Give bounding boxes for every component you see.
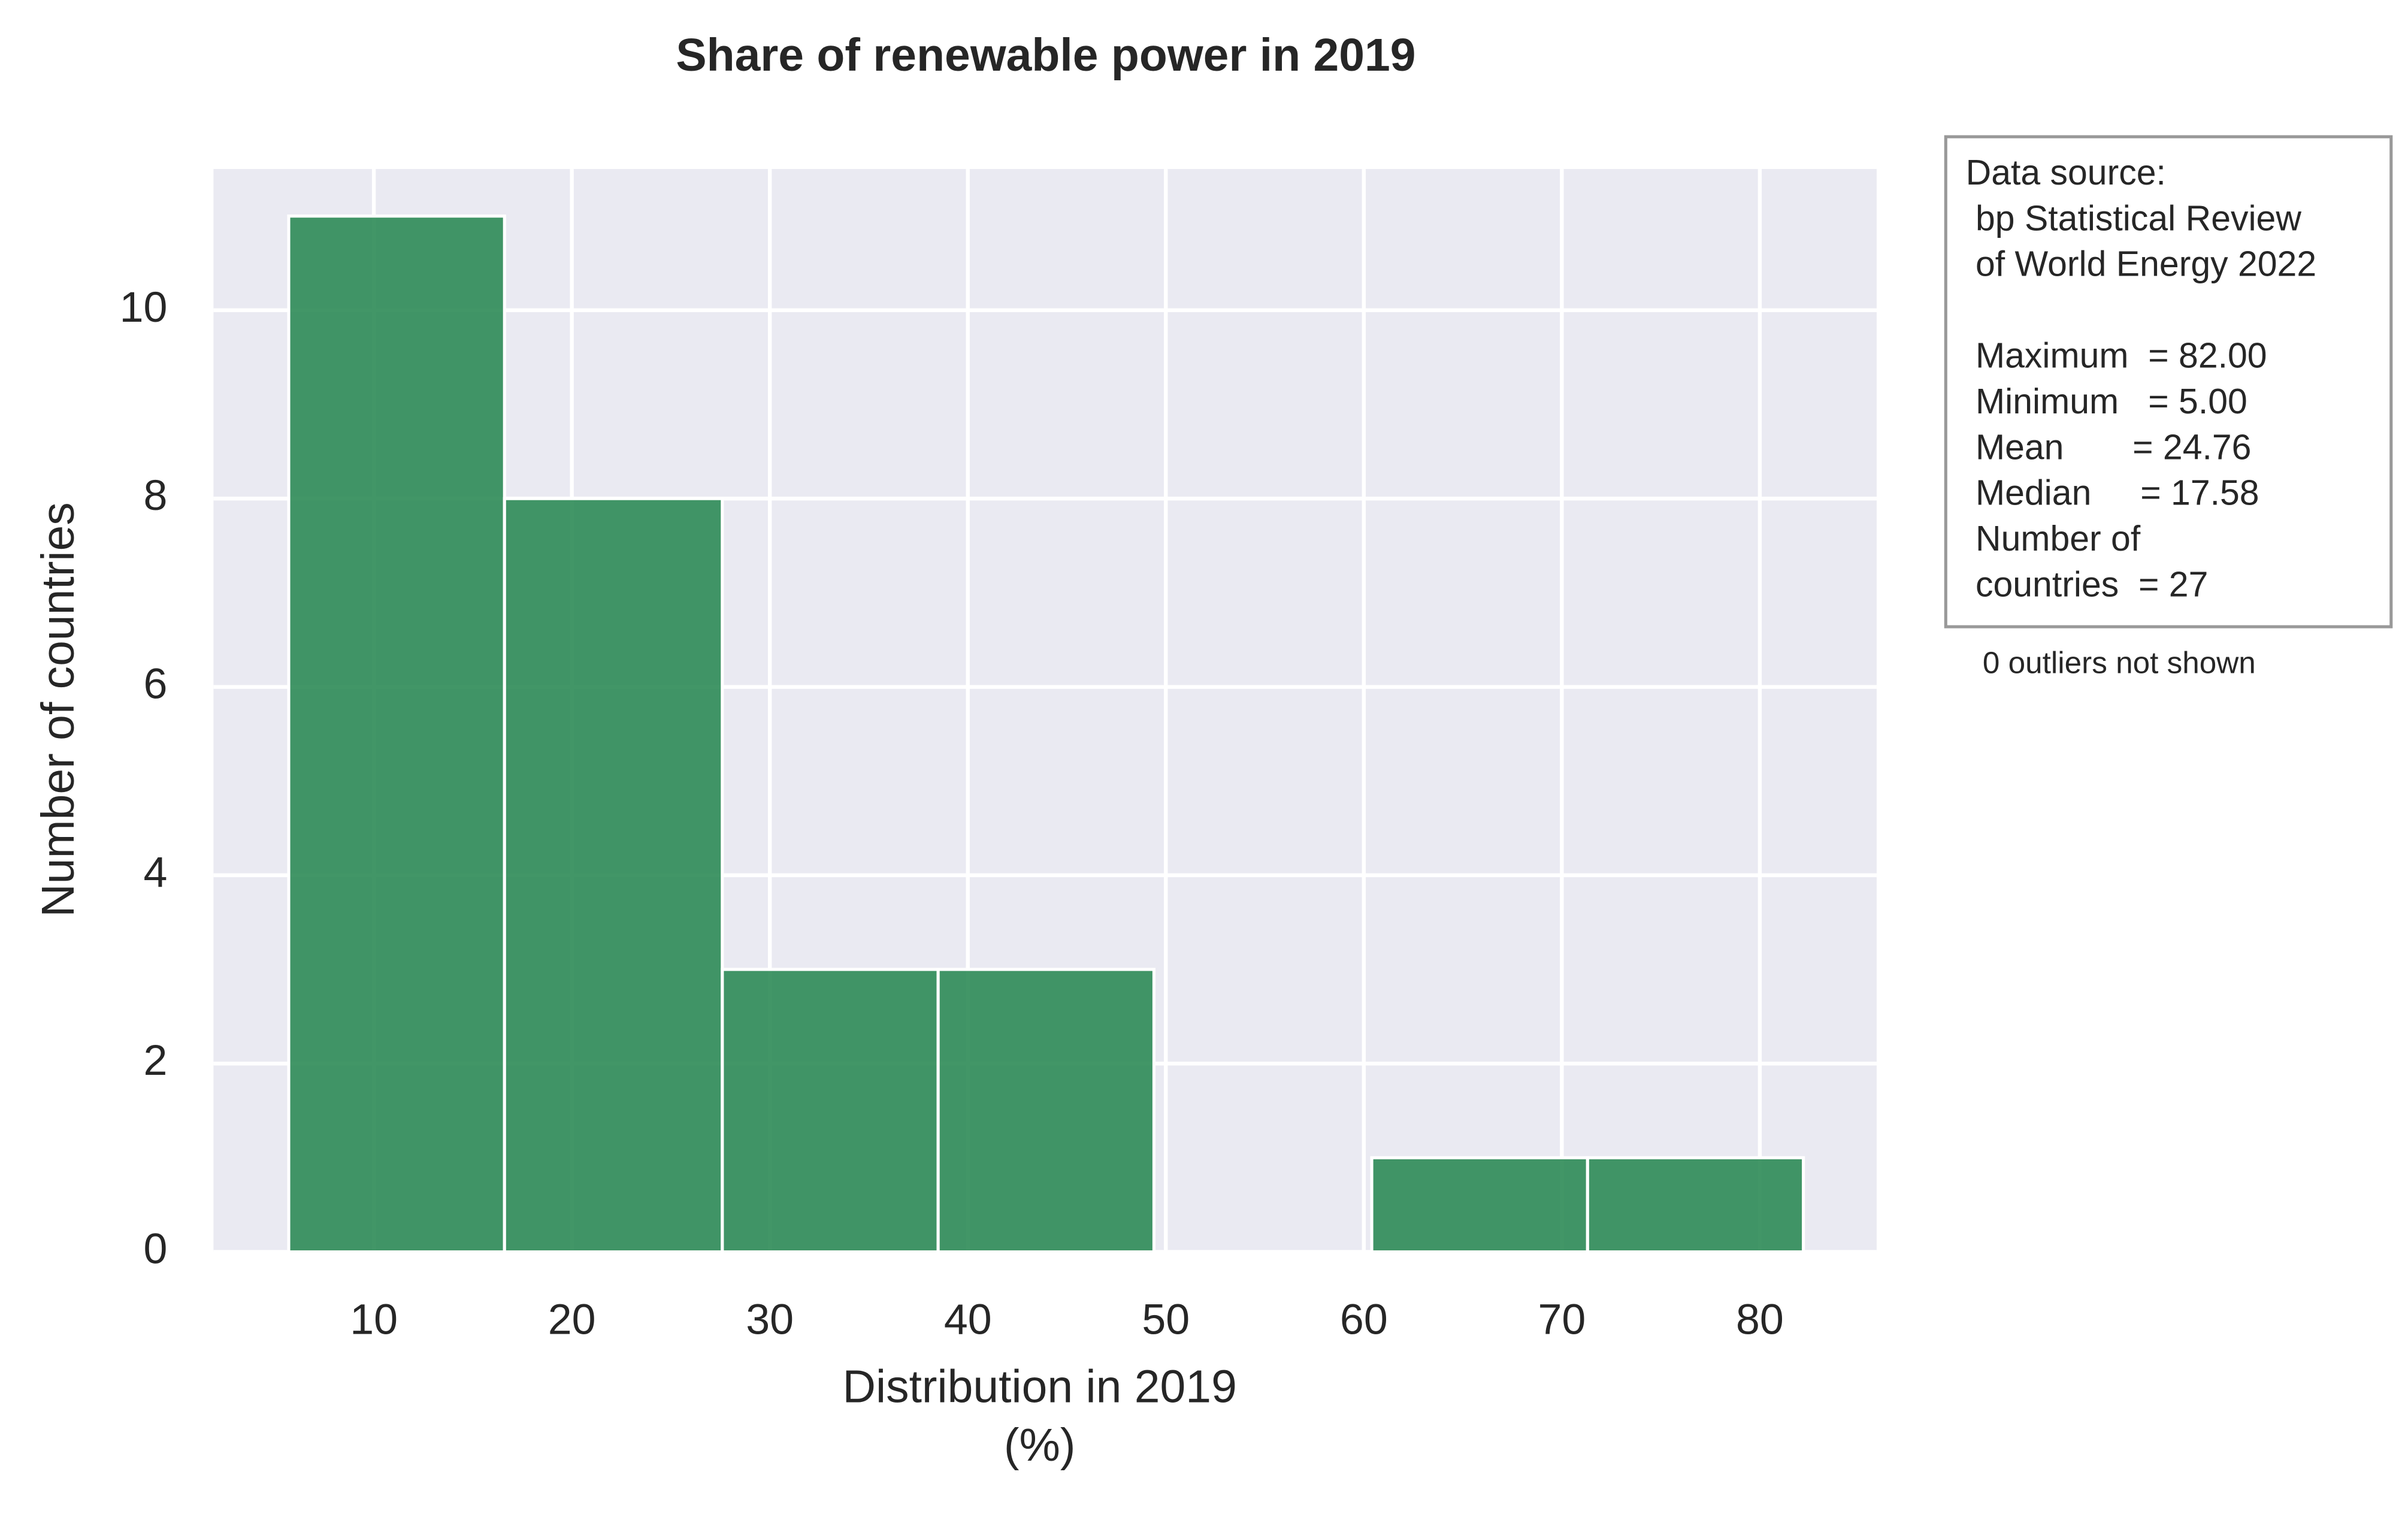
bar [503,497,724,1254]
y-tick-label: 0 [144,1225,168,1273]
bar [721,968,940,1254]
annotation-line: Data source: [1966,153,2166,192]
x-axis-label: (%) [1004,1419,1076,1471]
x-tick-label: 60 [1340,1295,1388,1343]
annotation-line: Median = 17.58 [1966,474,2259,513]
annotation-line: countries = 27 [1966,566,2209,605]
y-tick-label: 8 [144,472,168,519]
chart-title: Share of renewable power in 2019 [676,29,1415,81]
x-tick-label: 20 [548,1295,596,1343]
x-tick-label: 70 [1538,1295,1586,1343]
annotation-line: of World Energy 2022 [1966,245,2317,284]
bar [1586,1156,1805,1254]
annotation-box [1944,135,2393,628]
annotation-line: bp Statistical Review [1966,199,2302,238]
y-tick-label: 4 [144,848,168,896]
annotation-line: Minimum = 5.00 [1966,382,2247,421]
x-tick-label: 10 [350,1295,398,1343]
x-tick-label: 50 [1142,1295,1190,1343]
bar [287,214,506,1254]
y-tick-label: 2 [144,1036,168,1084]
x-tick-label: 40 [944,1295,992,1343]
y-tick-label: 6 [144,660,168,708]
y-axis-label: Number of countries [32,502,84,917]
annotation-line: Maximum = 82.00 [1966,337,2267,376]
annotation-line: Mean = 24.76 [1966,428,2252,467]
x-tick-label: 80 [1736,1295,1784,1343]
x-tick-label: 30 [746,1295,794,1343]
bar [1370,1156,1589,1254]
y-tick-label: 10 [120,283,168,331]
bar [936,968,1156,1254]
footnote: 0 outliers not shown [1983,646,2256,680]
annotation-line: Number of [1966,519,2141,558]
x-axis-label: Distribution in 2019 [842,1361,1236,1413]
